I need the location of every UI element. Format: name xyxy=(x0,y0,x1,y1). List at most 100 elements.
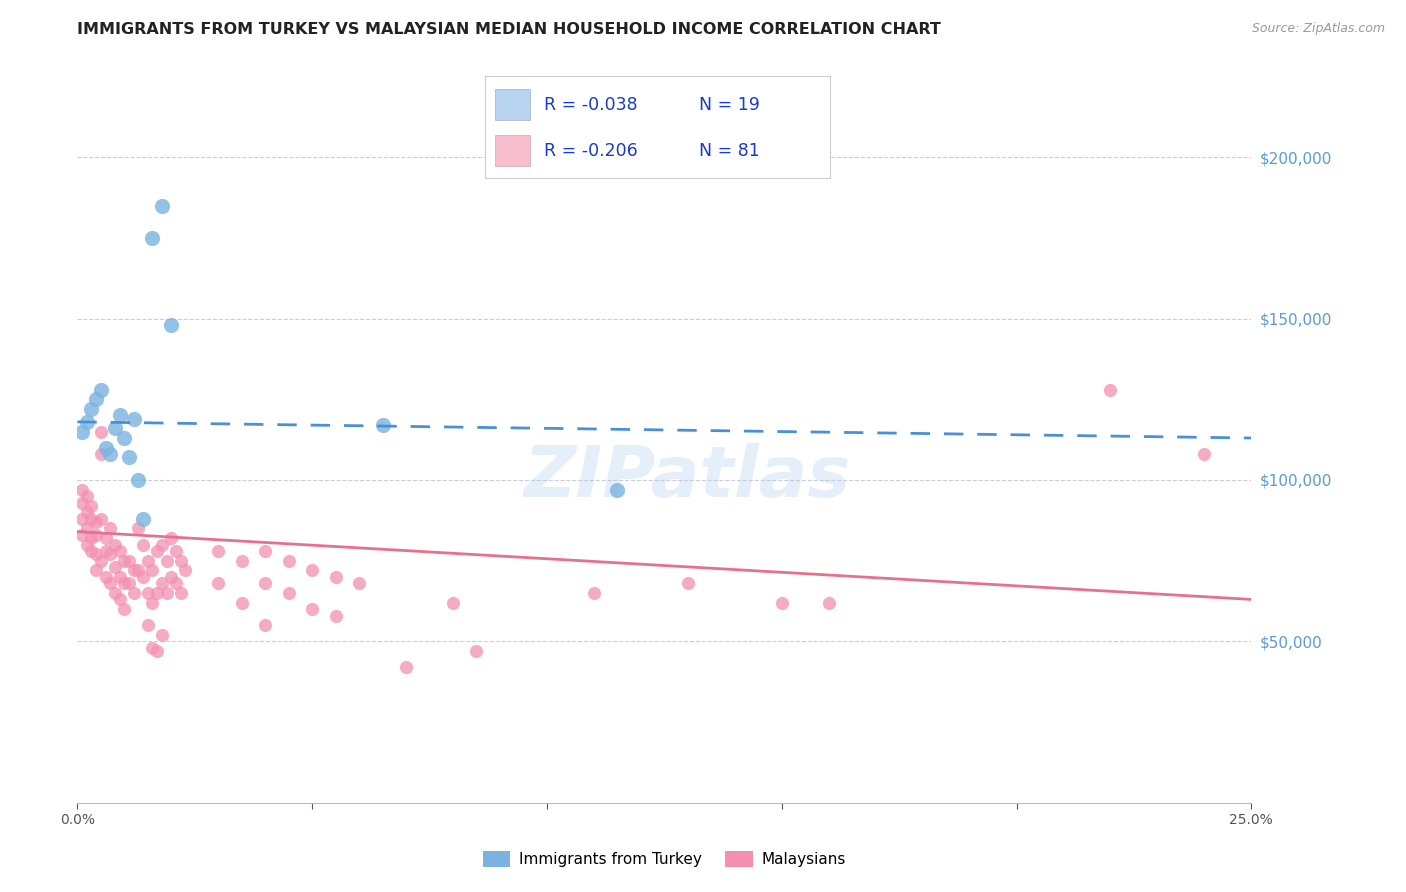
Point xyxy=(127,473,149,487)
Point xyxy=(441,596,464,610)
Point xyxy=(277,586,299,600)
Point xyxy=(817,596,839,610)
Point xyxy=(141,596,163,610)
Text: R = -0.206: R = -0.206 xyxy=(544,142,637,160)
Point xyxy=(94,544,117,558)
Point xyxy=(94,441,117,455)
Point xyxy=(1194,447,1216,461)
Point xyxy=(80,401,103,416)
Point xyxy=(90,447,112,461)
Point xyxy=(207,544,229,558)
Point xyxy=(90,383,112,397)
Point xyxy=(146,544,169,558)
Point xyxy=(150,198,173,212)
Bar xyxy=(495,89,530,120)
Point xyxy=(104,586,127,600)
Point xyxy=(80,499,103,513)
Point xyxy=(254,544,277,558)
Point xyxy=(141,640,163,655)
Point xyxy=(108,544,131,558)
Point xyxy=(84,547,107,561)
Point xyxy=(108,570,131,584)
Point xyxy=(80,512,103,526)
Point xyxy=(118,576,141,591)
Point xyxy=(254,576,277,591)
Point xyxy=(371,418,394,433)
Text: R = -0.038: R = -0.038 xyxy=(544,95,637,113)
Point xyxy=(146,644,169,658)
Point xyxy=(112,554,135,568)
Point xyxy=(169,554,191,568)
Point xyxy=(84,515,107,529)
Text: N = 81: N = 81 xyxy=(699,142,759,160)
Point xyxy=(94,531,117,545)
Point xyxy=(127,563,149,577)
Point xyxy=(118,450,141,465)
Point xyxy=(465,644,488,658)
Text: ZIPatlas: ZIPatlas xyxy=(524,443,852,512)
Point xyxy=(76,415,98,429)
Point xyxy=(70,528,93,542)
Point xyxy=(160,570,183,584)
Text: IMMIGRANTS FROM TURKEY VS MALAYSIAN MEDIAN HOUSEHOLD INCOME CORRELATION CHART: IMMIGRANTS FROM TURKEY VS MALAYSIAN MEDI… xyxy=(77,22,941,37)
Point xyxy=(150,537,173,551)
Point xyxy=(301,602,323,616)
Point xyxy=(122,411,145,425)
Point xyxy=(98,447,121,461)
Point xyxy=(70,483,93,497)
Point xyxy=(76,489,98,503)
Point xyxy=(122,586,145,600)
Point xyxy=(132,537,155,551)
Point xyxy=(98,521,121,535)
Point xyxy=(84,528,107,542)
Point xyxy=(301,563,323,577)
Point xyxy=(132,512,155,526)
Point xyxy=(676,576,699,591)
Point xyxy=(84,563,107,577)
Point xyxy=(112,602,135,616)
Point xyxy=(141,231,163,245)
Point xyxy=(112,576,135,591)
Point xyxy=(70,495,93,509)
Point xyxy=(207,576,229,591)
Point xyxy=(76,521,98,535)
Point xyxy=(169,586,191,600)
Point xyxy=(141,563,163,577)
Point xyxy=(136,618,159,632)
Point xyxy=(84,392,107,407)
Point xyxy=(98,547,121,561)
Point xyxy=(325,570,347,584)
Point xyxy=(165,576,187,591)
Point xyxy=(155,554,177,568)
Point xyxy=(136,586,159,600)
Point xyxy=(112,431,135,445)
Point xyxy=(104,537,127,551)
Point xyxy=(347,576,370,591)
Point xyxy=(70,425,93,439)
Point xyxy=(76,537,98,551)
Point xyxy=(136,554,159,568)
Point xyxy=(122,563,145,577)
Point xyxy=(395,660,418,674)
Point xyxy=(606,483,628,497)
Point xyxy=(150,628,173,642)
Point xyxy=(231,554,253,568)
Point xyxy=(90,425,112,439)
Point xyxy=(770,596,793,610)
Point xyxy=(104,421,127,435)
Point xyxy=(155,586,177,600)
Point xyxy=(118,554,141,568)
Point xyxy=(132,570,155,584)
Point xyxy=(108,592,131,607)
Point xyxy=(277,554,299,568)
Text: Source: ZipAtlas.com: Source: ZipAtlas.com xyxy=(1251,22,1385,36)
Point xyxy=(104,560,127,574)
Point xyxy=(90,554,112,568)
Point xyxy=(90,512,112,526)
Bar xyxy=(495,136,530,166)
Point xyxy=(80,531,103,545)
Point xyxy=(325,608,347,623)
Point xyxy=(80,544,103,558)
Point xyxy=(174,563,197,577)
Point xyxy=(165,544,187,558)
